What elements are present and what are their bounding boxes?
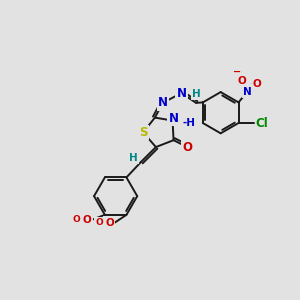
Text: S: S bbox=[139, 126, 147, 139]
Text: N: N bbox=[176, 87, 186, 100]
Text: N: N bbox=[169, 112, 178, 125]
Text: +: + bbox=[250, 79, 257, 88]
Text: −: − bbox=[232, 67, 241, 77]
Text: O: O bbox=[104, 217, 113, 227]
Text: O: O bbox=[237, 76, 246, 86]
Text: H: H bbox=[129, 153, 138, 163]
Text: N: N bbox=[158, 96, 168, 110]
Text: Cl: Cl bbox=[256, 116, 268, 130]
Text: O: O bbox=[83, 215, 92, 225]
Text: O: O bbox=[73, 215, 80, 224]
Text: H: H bbox=[192, 89, 200, 99]
Text: O: O bbox=[82, 214, 91, 224]
Text: -H: -H bbox=[182, 118, 195, 128]
Text: O: O bbox=[95, 218, 103, 227]
Text: O: O bbox=[253, 79, 262, 89]
Text: N: N bbox=[243, 87, 252, 97]
Text: O: O bbox=[105, 218, 114, 228]
Text: O: O bbox=[182, 141, 192, 154]
